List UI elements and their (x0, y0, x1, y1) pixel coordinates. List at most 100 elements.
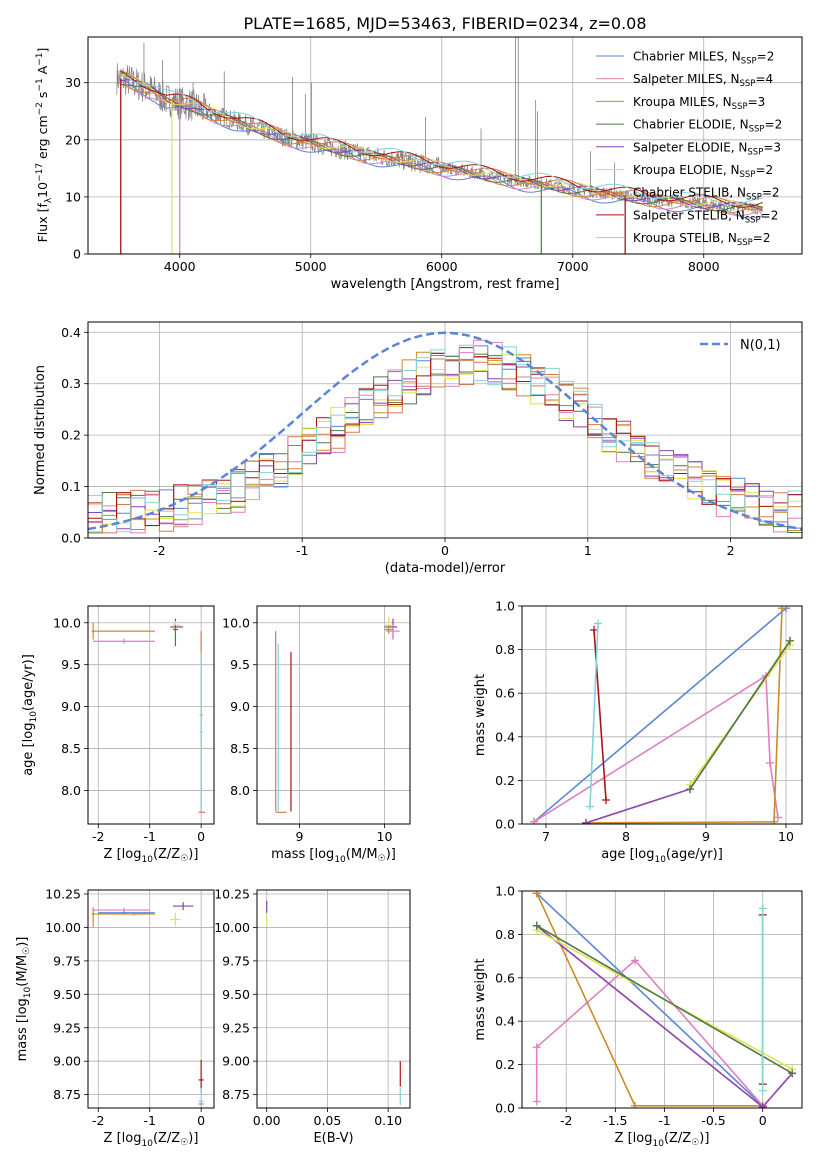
data-point (788, 1069, 797, 1078)
data-point (590, 625, 598, 634)
y-tick-label: 20 (65, 132, 81, 147)
x-tick-label: 8000 (688, 259, 720, 274)
plot-area (266, 900, 401, 1106)
y-axis-label: mass weight (473, 674, 488, 756)
data-point (532, 921, 541, 930)
y-tick-label: 10.00 (214, 920, 250, 935)
x-tick-label: 0 (441, 543, 449, 558)
model-spectrum (120, 73, 763, 212)
data-point (630, 1101, 639, 1108)
y-tick-label: 0.4 (61, 325, 81, 340)
weight-series (589, 623, 599, 807)
legend-entry: Chabrier STELIB, NSSP=2 (633, 186, 780, 203)
x-tick-label: 0 (197, 1113, 205, 1128)
y-tick-label: 10 (65, 189, 81, 204)
x-tick-label: 7000 (557, 259, 589, 274)
data-point (766, 758, 774, 767)
weight-series (535, 959, 764, 1107)
panel-residuals: -2 -1 0 1 2 0.0 0.1 0.2 0.3 0.4 N(0,1) (data-model)… (33, 321, 803, 576)
gaussian-curve (88, 331, 802, 531)
axes-frame (256, 605, 411, 825)
plot-area (275, 616, 400, 813)
panel-weight_vs_Z: -2 -1.5 -1 -0.5 0 0.0 0.2 0.4 0.6 0.8 1.0 mass weig… (473, 884, 803, 1149)
y-tick-label: 0 (73, 247, 81, 262)
plot-area (116, 37, 763, 254)
x-tick-label: 9 (296, 829, 304, 844)
model-spectrum (120, 70, 763, 211)
x-tick-label: -1 (143, 1113, 155, 1128)
axes-frame (87, 605, 215, 825)
y-tick-label: 10.00 (45, 920, 81, 935)
model-spectrum (120, 80, 763, 217)
y-tick-label: 0.4 (495, 1014, 515, 1029)
x-tick-label: -1 (658, 1113, 670, 1128)
y-tick-label: 8.5 (230, 741, 250, 756)
data-point (758, 1102, 767, 1108)
x-tick-label: 10 (778, 829, 794, 844)
x-tick-label: -0.5 (701, 1113, 725, 1128)
y-tick-label: 0.1 (61, 479, 81, 494)
panel-age_vs_Z: -2 -1 0 8.0 8.5 9.0 9.5 10.0 Z [log10(Z/Z☉)] age … (21, 605, 215, 865)
legend-entry: Chabrier ELODIE, NSSP=2 (633, 118, 782, 135)
x-tick-label: 0 (759, 1113, 767, 1128)
legend-entry: Kroupa ELODIE, NSSP=2 (633, 163, 773, 180)
legend-entry: Kroupa STELIB, NSSP=2 (633, 231, 771, 248)
panel-age_vs_mass: 9 10 8.0 8.5 9.0 9.5 10.0 mass [log10(M/M☉)] (222, 605, 411, 865)
weight-series (536, 892, 764, 1107)
y-tick-label: 8.0 (230, 783, 250, 798)
weight-series (536, 925, 793, 1074)
x-tick-label: -2 (560, 1113, 572, 1128)
data-point (778, 606, 786, 613)
data-point (602, 796, 610, 805)
x-tick-label: 7 (542, 829, 550, 844)
data-point (774, 813, 782, 822)
x-axis-label: age [log10(age/yr)] (601, 847, 723, 865)
x-tick-label: 5000 (295, 259, 327, 274)
data-point (770, 817, 778, 824)
x-tick-label: -2 (153, 543, 165, 558)
plot-area (91, 618, 206, 813)
legend-entry: Salpeter MILES, NSSP=4 (633, 72, 773, 89)
data-point (758, 1086, 767, 1095)
y-tick-label: 30 (65, 75, 81, 90)
x-axis-label: mass [log10(M/M☉)] (271, 847, 396, 865)
legend-entry: Kroupa MILES, NSSP=3 (633, 95, 765, 112)
y-axis-label: Normed distribution (33, 365, 48, 495)
y-axis-label: mass weight (473, 958, 488, 1040)
y-tick-label: 0.6 (495, 686, 515, 701)
y-tick-label: 8.75 (53, 1087, 81, 1102)
y-tick-label: 8.5 (61, 741, 81, 756)
weight-series (689, 640, 791, 790)
y-tick-label: 10.0 (53, 615, 81, 630)
data-point (532, 891, 541, 898)
x-tick-label: -2 (92, 1113, 104, 1128)
x-tick-label: -1 (296, 543, 308, 558)
x-axis-label: Z [log10(Z/Z☉)] (615, 1131, 710, 1149)
data-point (758, 904, 767, 913)
x-tick-label: 6000 (426, 259, 458, 274)
y-tick-label: 0.8 (495, 642, 515, 657)
panel-mass_vs_Z: -2 -1 0 8.75 9.00 9.25 9.50 9.75 10.00 10.25 Z [lo… (15, 887, 215, 1149)
x-tick-label: -1.5 (603, 1113, 627, 1128)
y-tick-label: 9.25 (222, 1020, 250, 1035)
x-axis-label: E(B-V) (313, 1131, 353, 1146)
data-point (630, 956, 639, 965)
y-axis-label: mass [log10(M/M☉)] (15, 937, 33, 1062)
y-tick-label: 1.0 (495, 884, 515, 899)
y-tick-label: 0.0 (495, 1101, 515, 1116)
y-tick-label: 10.0 (222, 615, 250, 630)
data-point (594, 619, 602, 628)
data-point (582, 818, 590, 824)
data-point (532, 1097, 541, 1106)
x-tick-label: 10 (377, 829, 393, 844)
model-spectrum (120, 79, 763, 211)
y-tick-label: 0.8 (495, 927, 515, 942)
y-tick-label: 9.00 (53, 1054, 81, 1069)
x-tick-label: 0.10 (374, 1113, 402, 1128)
residual-histogram (88, 358, 802, 534)
plot-area (91, 902, 204, 1108)
y-tick-label: 9.75 (53, 953, 81, 968)
y-tick-label: 9.00 (222, 1054, 250, 1069)
y-tick-label: 9.75 (222, 953, 250, 968)
